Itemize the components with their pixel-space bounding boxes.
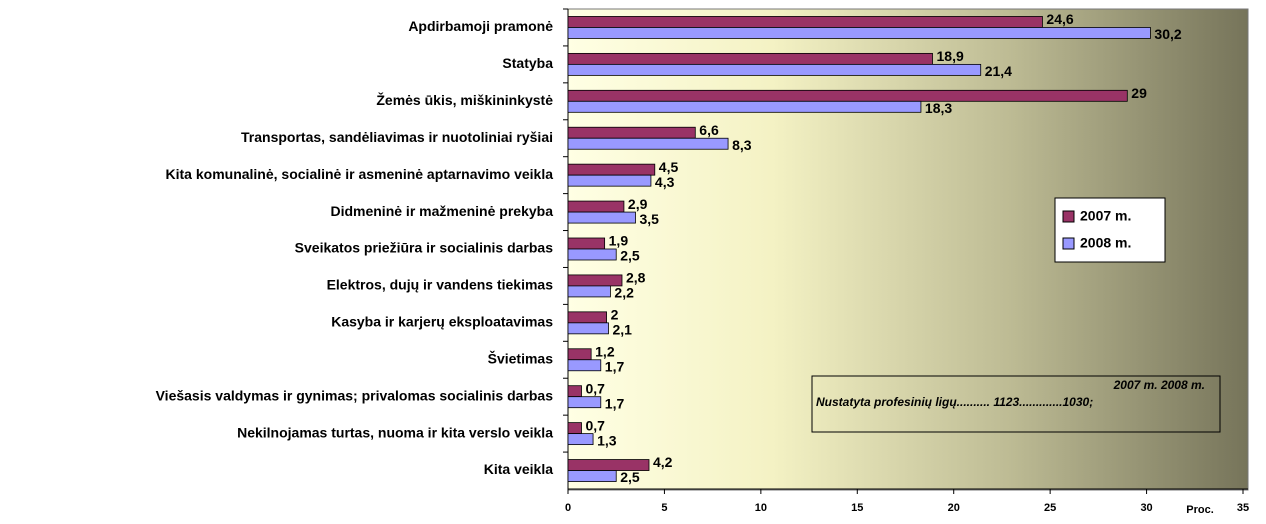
value-label: 0,7 xyxy=(586,417,606,433)
value-label: 2,5 xyxy=(620,469,640,485)
y-tick-label: Kita veikla xyxy=(484,461,553,477)
value-label: 1,7 xyxy=(605,358,625,374)
bar xyxy=(567,27,1151,39)
bar xyxy=(567,237,606,250)
y-tick-label: Žemės ūkis, miškininkystė xyxy=(376,91,553,108)
value-label: 4,3 xyxy=(655,174,675,190)
bar xyxy=(567,126,696,139)
bar xyxy=(567,63,982,76)
y-tick-label: Kasyba ir karjerų eksploatavimas xyxy=(331,314,553,330)
bar xyxy=(567,396,602,409)
bar xyxy=(567,137,729,150)
x-tick-label: 35 xyxy=(1237,502,1249,514)
x-axis-label: Proc. xyxy=(1186,504,1214,516)
legend-swatch xyxy=(1062,210,1075,223)
y-tick-label: Apdirbamoji pramonė xyxy=(408,18,553,34)
value-label: 1,9 xyxy=(609,233,629,249)
value-label: 3,5 xyxy=(640,211,660,227)
annotation-box xyxy=(811,375,1221,433)
bar xyxy=(567,16,1043,28)
bar xyxy=(567,248,617,261)
x-tick-label: 25 xyxy=(1044,502,1056,514)
x-tick-label: 10 xyxy=(755,502,767,514)
value-label: 6,6 xyxy=(699,122,719,138)
bar xyxy=(567,359,602,372)
value-label: 2,8 xyxy=(626,270,646,286)
legend-swatch xyxy=(1062,237,1075,250)
bar xyxy=(567,433,594,446)
value-label: 1,2 xyxy=(595,343,615,359)
value-label: 1,7 xyxy=(605,395,625,411)
y-tick-label: Nekilnojamas turtas, nuoma ir kita versl… xyxy=(237,424,553,440)
y-tick-label: Statyba xyxy=(502,55,553,71)
value-label: 4,5 xyxy=(659,159,679,175)
value-label: 2,9 xyxy=(628,196,648,212)
bar xyxy=(567,311,607,324)
value-label: 24,6 xyxy=(1046,11,1073,27)
value-label: 0,7 xyxy=(586,380,606,396)
value-label: 29 xyxy=(1131,85,1147,101)
y-tick-label: Sveikatos priežiūra ir socialinis darbas xyxy=(295,240,554,256)
value-label: 2,1 xyxy=(613,322,633,338)
annotation-text: Nustatyta profesinių ligų.......... 1123… xyxy=(816,395,1093,409)
x-tick-label: 30 xyxy=(1140,502,1152,514)
bar xyxy=(567,322,609,335)
value-label: 2,5 xyxy=(620,248,640,264)
value-label: 1,3 xyxy=(597,432,617,448)
y-tick-label: Kita komunalinė, socialinė ir asmeninė a… xyxy=(166,166,554,182)
value-label: 2 xyxy=(611,307,619,323)
bar xyxy=(567,52,933,65)
y-tick-label: Transportas, sandėliavimas ir nuotolinia… xyxy=(241,129,553,145)
legend: 2007 m. 2008 m. xyxy=(1054,197,1166,263)
x-tick-label: 15 xyxy=(851,502,863,514)
y-tick-label: Viešasis valdymas ir gynimas; privalomas… xyxy=(156,387,554,403)
bar xyxy=(567,163,656,176)
value-label: 21,4 xyxy=(985,63,1012,79)
x-tick-label: 5 xyxy=(661,502,667,514)
bar xyxy=(567,385,582,398)
bar xyxy=(567,174,652,187)
bar xyxy=(567,211,636,224)
y-tick-label: Didmeninė ir mažmeninė prekyba xyxy=(330,203,553,219)
legend-label: 2007 m. xyxy=(1080,208,1131,224)
y-tick-label: Švietimas xyxy=(488,349,554,366)
bar xyxy=(567,285,611,298)
value-label: 8,3 xyxy=(732,137,752,153)
bar xyxy=(567,348,592,361)
value-label: 30,2 xyxy=(1154,26,1181,42)
value-label: 4,2 xyxy=(653,454,673,470)
value-label: 2,2 xyxy=(614,285,634,301)
bar xyxy=(567,470,617,482)
bar xyxy=(567,100,922,113)
x-tick-label: 0 xyxy=(565,502,571,514)
value-label: 18,3 xyxy=(925,100,952,116)
value-label: 18,9 xyxy=(937,48,964,64)
bar xyxy=(567,89,1128,102)
x-tick-label: 20 xyxy=(948,502,960,514)
legend-label: 2008 m. xyxy=(1080,235,1131,251)
annotation-header: 2007 m. 2008 m. xyxy=(1113,378,1205,392)
y-tick-label: Elektros, dujų ir vandens tiekimas xyxy=(327,277,554,293)
bar xyxy=(567,422,582,435)
bar xyxy=(567,200,625,213)
